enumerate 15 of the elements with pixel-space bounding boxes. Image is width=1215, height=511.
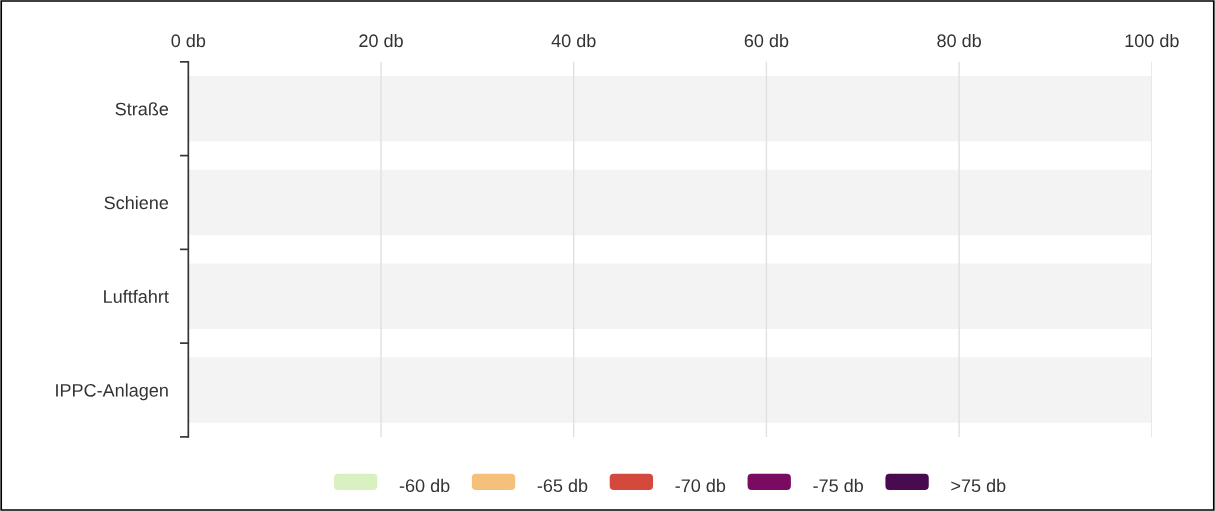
x-tick-label: 20 db <box>359 33 403 48</box>
y-tick-label: Luftfahrt <box>104 289 169 303</box>
x-tick-label: 40 db <box>551 33 596 48</box>
y-tick-label: IPPC-Anlagen <box>56 383 168 401</box>
legend-label: -60 db <box>399 478 450 493</box>
legend-label: -70 db <box>675 478 726 493</box>
y-tick-label: Straße <box>115 102 169 116</box>
legend-label: >75 db <box>951 478 1006 493</box>
x-tick-label: 60 db <box>744 33 789 48</box>
y-tick-label: Schiene <box>104 195 169 210</box>
legend-label: -65 db <box>537 478 588 493</box>
x-tick-label: 0 db <box>171 33 206 48</box>
legend-label: -75 db <box>813 478 864 493</box>
x-tick-label: 80 db <box>937 33 981 48</box>
x-tick-label: 100 db <box>1125 33 1179 48</box>
